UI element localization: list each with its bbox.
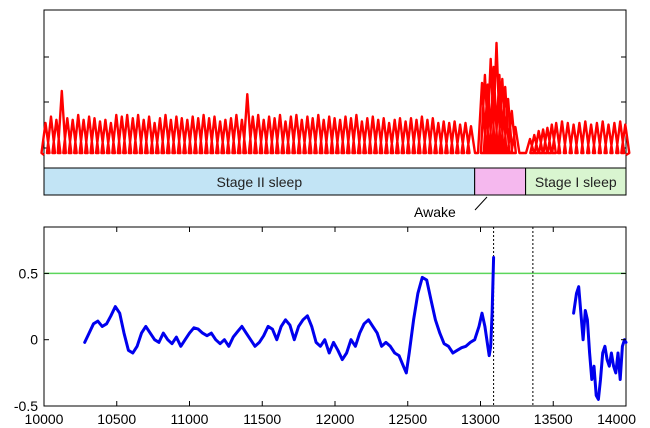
bottom-y-axis: 0.5 0 -0.5	[14, 265, 626, 414]
top-plot-frame	[43, 9, 627, 196]
bottom-blue-series	[83, 256, 628, 401]
y-tick-label-2: -0.5	[14, 398, 38, 414]
x-tick-label-6: 13000	[461, 411, 500, 427]
x-tick-label-8: 14000	[597, 411, 636, 427]
awake-label: Awake	[414, 204, 456, 220]
stage-label-0: Stage II sleep	[217, 174, 303, 190]
top-y-ticks	[44, 9, 626, 149]
x-tick-label-5: 12500	[388, 411, 427, 427]
stage-segment-1	[474, 167, 527, 196]
x-tick-label-0: 10000	[25, 411, 64, 427]
stage-segment-2	[525, 167, 627, 196]
x-tick-label-3: 11500	[243, 411, 281, 427]
x-tick-label-4: 12000	[316, 411, 355, 427]
top-panel: Stage II sleep Stage I sleep Awake	[40, 9, 631, 220]
x-tick-label-7: 13500	[534, 411, 573, 427]
blue-series-segment-1	[572, 285, 628, 401]
x-tick-label-2: 11000	[171, 411, 209, 427]
top-red-series	[40, 41, 631, 157]
bottom-x-axis: 10000 10500 11000 11500 12000 12500 13000 13500…	[25, 227, 636, 427]
awake-annotation: Awake	[414, 196, 488, 220]
bottom-plot-frame	[43, 226, 627, 407]
awake-pointer	[474, 196, 488, 211]
top-series-line	[40, 41, 631, 157]
bottom-panel: 10000 10500 11000 11500 12000 12500 13000 13500…	[14, 226, 636, 427]
x-tick-label-1: 10500	[97, 411, 136, 427]
y-tick-label-0: 0.5	[19, 265, 39, 281]
stage-bar: Stage II sleep Stage I sleep	[43, 167, 627, 196]
stage-label-2: Stage I sleep	[535, 174, 617, 190]
blue-series-segment-0	[83, 256, 496, 375]
y-tick-label-1: 0	[30, 332, 38, 348]
